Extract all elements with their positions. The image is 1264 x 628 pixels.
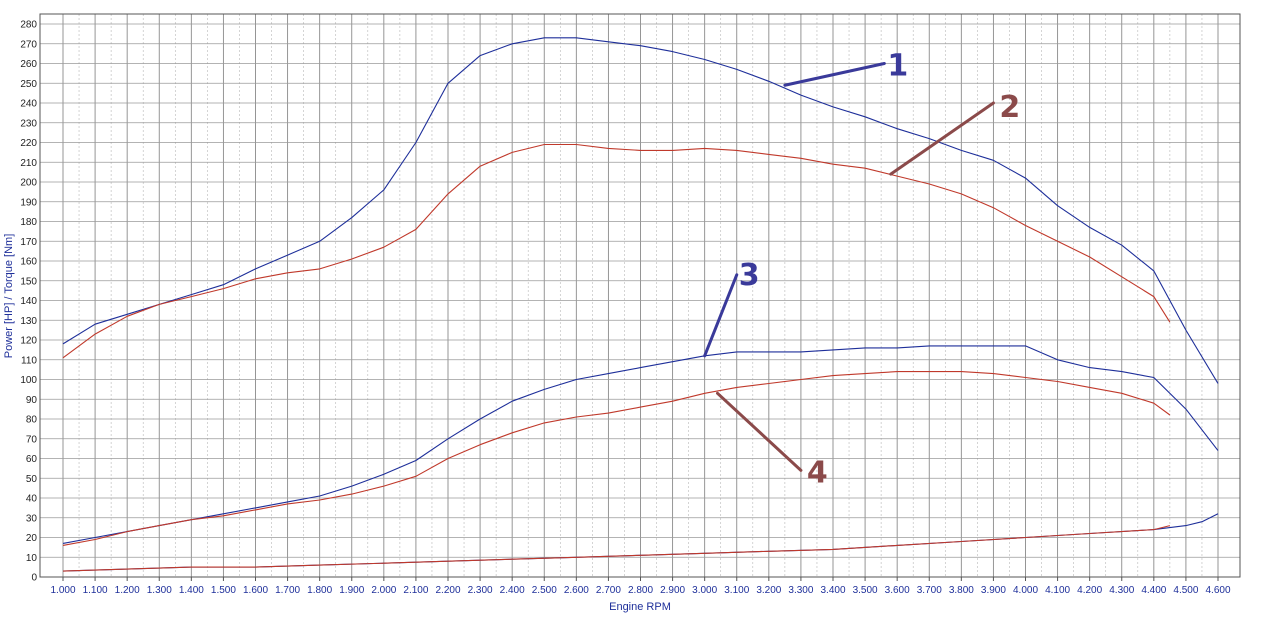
y-tick-label: 160	[20, 257, 37, 268]
grid	[40, 14, 1240, 578]
annotation-leader-2	[889, 101, 995, 176]
y-tick-label: 100	[20, 375, 37, 386]
x-axis-title: Engine RPM	[609, 601, 671, 613]
y-tick-label: 70	[26, 434, 38, 445]
series-line-3	[62, 345, 1219, 544]
x-tick-label: 3.500	[853, 585, 878, 596]
x-tick-label: 3.000	[692, 585, 717, 596]
x-tick-label: 3.900	[981, 585, 1006, 596]
x-tick-label: 2.900	[660, 585, 685, 596]
x-tick-label: 2.800	[628, 585, 653, 596]
x-tick-label: 4.300	[1109, 585, 1134, 596]
annotation-label-4: 4	[807, 455, 828, 490]
y-tick-label: 230	[20, 118, 37, 129]
y-tick-label: 200	[20, 178, 37, 189]
x-tick-label: 3.700	[917, 585, 942, 596]
x-tick-label: 1.500	[211, 585, 236, 596]
annotation-leader-3	[703, 273, 739, 358]
y-tick-label: 60	[26, 454, 38, 465]
x-tick-label: 3.800	[949, 585, 974, 596]
series-line-2	[62, 143, 1171, 359]
x-tick-label: 2.100	[403, 585, 428, 596]
x-tick-label: 1.800	[307, 585, 332, 596]
x-tick-label: 1.000	[50, 585, 75, 596]
x-tick-label: 1.200	[115, 585, 140, 596]
y-tick-label: 50	[26, 474, 38, 485]
y-tick-label: 270	[20, 39, 37, 50]
y-tick-label: 130	[20, 316, 37, 327]
series-group	[62, 37, 1219, 572]
x-tick-label: 2.600	[564, 585, 589, 596]
y-tick-label: 30	[26, 513, 38, 524]
x-tick-label: 4.400	[1141, 585, 1166, 596]
annotation-leader-1	[783, 62, 886, 87]
x-tick-label: 1.300	[147, 585, 172, 596]
plot-frame	[39, 13, 1241, 578]
y-tick-label: 90	[26, 395, 38, 406]
x-tick-label: 2.400	[500, 585, 525, 596]
y-tick-label: 40	[26, 494, 38, 505]
x-tick-label: 3.200	[756, 585, 781, 596]
x-tick-label: 4.000	[1013, 585, 1038, 596]
x-tick-label: 2.300	[468, 585, 493, 596]
y-tick-label: 150	[20, 276, 37, 287]
y-tick-label: 0	[31, 573, 37, 584]
y-tick-label: 20	[26, 533, 38, 544]
x-tick-label: 2.000	[371, 585, 396, 596]
annotation-label-2: 2	[999, 90, 1020, 125]
x-tick-label: 4.100	[1045, 585, 1070, 596]
annotation-label-1: 1	[887, 49, 908, 84]
annotations: 1 2 3 4	[703, 49, 1020, 490]
x-tick-label: 1.900	[339, 585, 364, 596]
x-tick-labels: 1.000 1.100 1.200 1.300 1.400 1.500 1.600 1.700…	[50, 577, 1231, 596]
x-tick-label: 2.500	[532, 585, 557, 596]
x-tick-label: 2.700	[596, 585, 621, 596]
series-line-4	[62, 371, 1171, 546]
x-tick-label: 3.300	[788, 585, 813, 596]
y-tick-label: 110	[21, 355, 37, 366]
y-tick-labels: 0 10 20 30 40 50 60 70 80 90 100 110 120 130 140 150 160…	[20, 20, 37, 584]
x-tick-label: 3.100	[724, 585, 749, 596]
x-tick-label: 1.700	[275, 585, 300, 596]
y-tick-label: 170	[20, 237, 37, 248]
y-tick-label: 250	[20, 79, 37, 90]
y-tick-label: 260	[20, 59, 37, 70]
y-tick-label: 220	[20, 138, 37, 149]
series-line-1	[62, 37, 1219, 384]
y-tick-label: 10	[26, 553, 38, 564]
x-tick-label: 2.200	[435, 585, 460, 596]
x-tick-label: 3.600	[885, 585, 910, 596]
y-tick-label: 140	[20, 296, 37, 307]
y-tick-label: 190	[20, 197, 37, 208]
y-tick-label: 280	[20, 20, 37, 31]
y-tick-label: 240	[20, 99, 37, 110]
y-tick-label: 80	[26, 415, 38, 426]
x-tick-label: 4.500	[1173, 585, 1198, 596]
y-axis-title: Power [HP] / Torque [Nm]	[3, 234, 15, 359]
series-line-baseline-5	[62, 525, 1171, 572]
annotation-leader-4	[716, 391, 803, 472]
annotation-label-3: 3	[739, 258, 760, 293]
y-tick-label: 210	[20, 158, 37, 169]
x-tick-label: 1.100	[83, 585, 108, 596]
x-tick-label: 1.600	[243, 585, 268, 596]
x-tick-label: 4.600	[1205, 585, 1230, 596]
x-tick-label: 4.200	[1077, 585, 1102, 596]
x-tick-label: 3.400	[820, 585, 845, 596]
x-tick-label: 1.400	[179, 585, 204, 596]
y-tick-label: 180	[20, 217, 37, 228]
y-tick-label: 120	[20, 336, 37, 347]
